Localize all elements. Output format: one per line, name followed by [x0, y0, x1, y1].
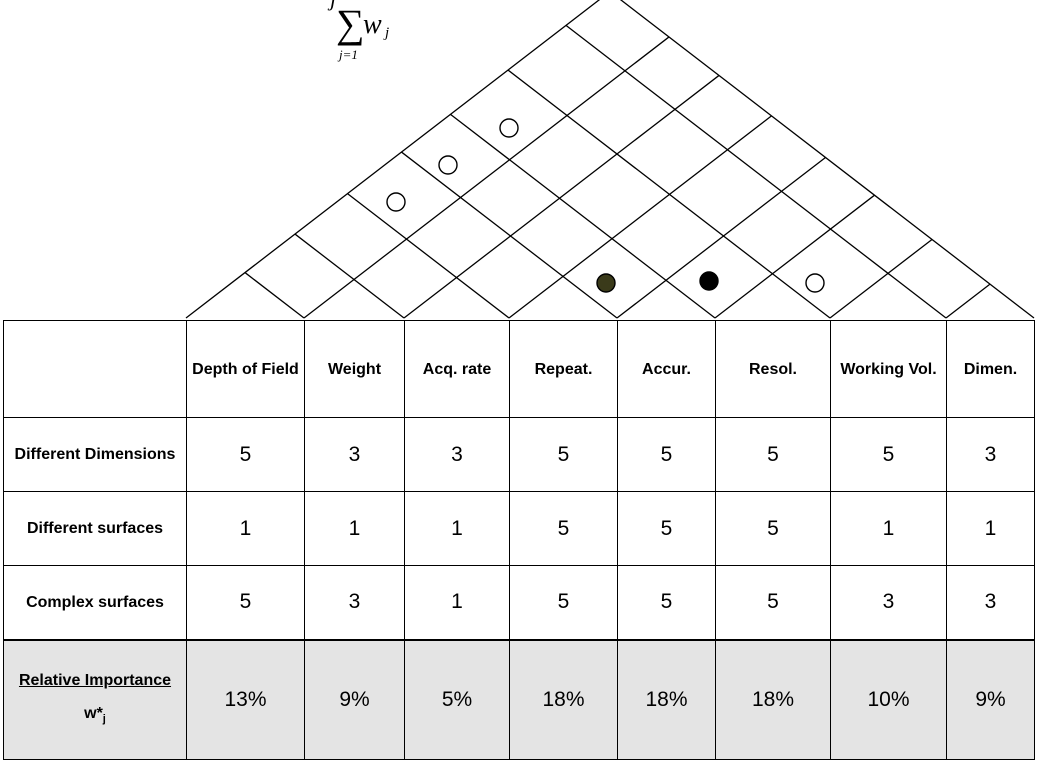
table-cell: 5: [830, 417, 947, 492]
table-cell: 5: [509, 565, 618, 640]
formula-term-subscript: j: [385, 25, 390, 41]
table-cell: 5: [617, 491, 716, 566]
roof-grid-line: [185, 0, 601, 319]
column-header: Accur.: [617, 320, 716, 418]
roof-grid-line: [619, 0, 1035, 319]
table-cell: 3: [946, 417, 1035, 492]
relative-importance-row: Relative Importance w*j 13% 9% 5% 18% 18…: [3, 638, 1035, 760]
table-cell: 5: [509, 491, 618, 566]
open-circle-marker: [805, 273, 825, 293]
table-cell: 3: [830, 565, 947, 640]
roof-grid-line: [508, 115, 772, 319]
roof-grid-line: [294, 233, 405, 319]
table-cell: 5: [617, 565, 716, 640]
formula-top-index: j: [330, 0, 336, 12]
requirements-matrix: Depth of Field Weight Acq. rate Repeat. …: [3, 320, 1035, 760]
table-cell: 3: [304, 565, 405, 640]
roof-grid-line: [945, 283, 991, 319]
table-cell: 3: [304, 417, 405, 492]
table-cell: 5: [715, 417, 831, 492]
row-label: Complex surfaces: [3, 565, 187, 640]
importance-cell: 10%: [830, 638, 947, 760]
importance-cell: 18%: [715, 638, 831, 760]
filled-circle-marker: [699, 271, 719, 291]
weight-sum-formula: j ∑ w j j=1: [330, 0, 450, 72]
open-circle-marker: [438, 155, 458, 175]
table-row: Different surfaces 1 1 1 5 5 5 1 1: [3, 491, 1035, 566]
roof-grid-line: [565, 24, 947, 319]
filled-circle-marker: [596, 273, 616, 293]
table-row: Complex surfaces 5 3 1 5 5 5 3 3: [3, 565, 1035, 640]
table-row: Different Dimensions 5 3 3 5 5 5 5 3: [3, 417, 1035, 492]
roof-grid-line: [303, 36, 670, 319]
roof-grid-line: [401, 151, 618, 319]
weight-symbol: w*j: [4, 704, 186, 729]
importance-cell: 18%: [509, 638, 618, 760]
row-label: Different surfaces: [3, 491, 187, 566]
summation-symbol: ∑: [336, 1, 365, 46]
importance-cell: 18%: [617, 638, 716, 760]
table-cell: 1: [186, 491, 305, 566]
table-cell: 1: [404, 491, 510, 566]
column-header: Depth of Field: [186, 320, 305, 418]
table-cell: 5: [617, 417, 716, 492]
relative-importance-label-cell: Relative Importance w*j: [3, 638, 187, 760]
column-header: Resol.: [715, 320, 831, 418]
relative-importance-label: Relative Importance: [18, 671, 172, 689]
importance-cell: 5%: [404, 638, 510, 760]
weight-symbol-text: w*: [84, 704, 103, 722]
header-row: Depth of Field Weight Acq. rate Repeat. …: [3, 320, 1035, 418]
roof-grid-line: [829, 238, 933, 319]
column-header: Weight: [304, 320, 405, 418]
roof-grid-line: [616, 156, 826, 319]
correlation-roof-matrix: [185, 0, 1035, 319]
table-cell: 5: [186, 565, 305, 640]
roof-grid-line: [714, 194, 875, 319]
table-cell: 1: [946, 491, 1035, 566]
column-header: Working Vol.: [830, 320, 947, 418]
open-circle-marker: [499, 118, 519, 138]
table-cell: 1: [830, 491, 947, 566]
roof-grid-line: [347, 193, 510, 319]
formula-term: w: [363, 9, 382, 40]
column-header: Repeat.: [509, 320, 618, 418]
formula-lower-limit: j=1: [339, 47, 358, 62]
corner-cell: [3, 320, 187, 418]
importance-cell: 9%: [946, 638, 1035, 760]
table-cell: 5: [186, 417, 305, 492]
column-header: Acq. rate: [404, 320, 510, 418]
table-cell: 1: [304, 491, 405, 566]
roof-grid-line: [450, 113, 716, 319]
table-cell: 5: [715, 565, 831, 640]
table-cell: 3: [404, 417, 510, 492]
table-cell: 1: [404, 565, 510, 640]
row-label: Different Dimensions: [3, 417, 187, 492]
importance-cell: 13%: [186, 638, 305, 760]
importance-cell: 9%: [304, 638, 405, 760]
roof-grid-line: [507, 69, 831, 319]
column-header: Dimen.: [946, 320, 1035, 418]
table-cell: 5: [509, 417, 618, 492]
roof-grid-line: [244, 272, 305, 319]
table-cell: 3: [946, 565, 1035, 640]
weight-symbol-subscript: j: [102, 712, 106, 725]
table-cell: 5: [715, 491, 831, 566]
open-circle-marker: [386, 192, 406, 212]
